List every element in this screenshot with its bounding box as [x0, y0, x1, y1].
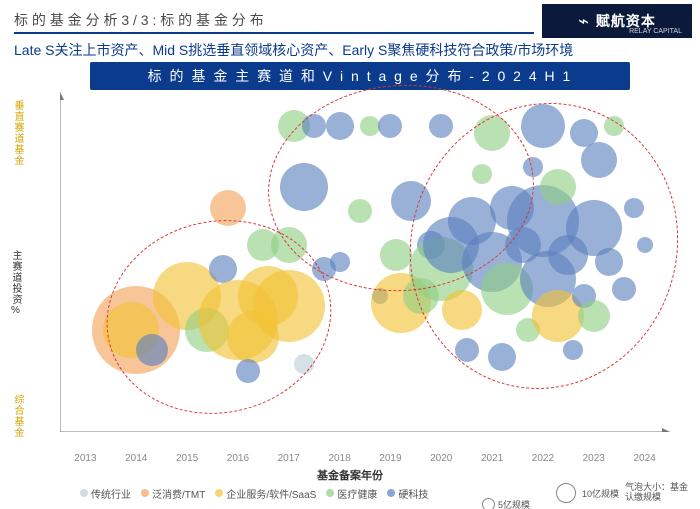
legend-label: 硬科技 — [398, 486, 428, 501]
x-tick: 2023 — [583, 453, 605, 464]
legend-label: 传统行业 — [91, 486, 131, 501]
legend-item: 硬科技 — [387, 486, 428, 501]
subtitle: Late S关注上市资产、Mid S挑选垂直领域核心资产、Early S聚焦硬科… — [14, 40, 573, 60]
size-note2: 认缴规模 — [625, 493, 688, 503]
chart-title: 标 的 基 金 主 赛 道 和 V i n t a g e 分 布 - 2 0 … — [90, 62, 630, 90]
bubble-chart — [60, 92, 670, 432]
y-axis-top-label: 垂直赛道基金 — [10, 100, 25, 166]
legend-item: 泛消费/TMT — [141, 486, 205, 501]
slide: ⌁ 赋航资本 RELAY CAPITAL 标 的 基 金 分 析 3 / 3 :… — [0, 0, 700, 509]
x-tick: 2017 — [278, 453, 300, 464]
x-tick: 2018 — [328, 453, 350, 464]
legend-swatch — [326, 489, 334, 497]
x-tick: 2016 — [227, 453, 249, 464]
legend-swatch — [141, 489, 149, 497]
x-tick: 2022 — [532, 453, 554, 464]
legend-swatch — [387, 489, 395, 497]
legend-item: 传统行业 — [80, 486, 131, 501]
x-tick: 2024 — [633, 453, 655, 464]
x-axis-label: 基金备案年份 — [0, 467, 700, 483]
brand-logo: ⌁ 赋航资本 RELAY CAPITAL — [542, 4, 692, 38]
legend-item: 医疗健康 — [326, 486, 377, 501]
legend-label: 企业服务/软件/SaaS — [226, 486, 316, 501]
legend-swatch — [80, 489, 88, 497]
brand-en: RELAY CAPITAL — [629, 28, 682, 35]
x-tick: 2020 — [430, 453, 452, 464]
x-tick: 2014 — [125, 453, 147, 464]
size-small-label: 5亿规模 — [498, 498, 530, 509]
x-tick: 2013 — [74, 453, 96, 464]
legend-item: 企业服务/软件/SaaS — [215, 486, 316, 501]
breadcrumb: 标 的 基 金 分 析 3 / 3 : 标 的 基 金 分 布 — [14, 10, 534, 34]
x-tick: 2021 — [481, 453, 503, 464]
x-ticks: 2013 2014 2015 2016 2017 2018 2019 2020 2021 2022… — [60, 453, 670, 467]
y-axis-bottom-label: 综合基金 — [10, 394, 25, 438]
y-axis-mid-label: 主赛道投资% — [8, 250, 23, 317]
legend-label: 医疗健康 — [337, 486, 377, 501]
legend-label: 泛消费/TMT — [152, 486, 205, 501]
x-tick: 2019 — [379, 453, 401, 464]
x-tick: 2015 — [176, 453, 198, 464]
size-legend: 10亿规模 气泡大小：基金 认缴规模 5亿规模 — [556, 483, 688, 503]
legend-swatch — [215, 489, 223, 497]
size-big-label: 10亿规模 — [582, 487, 619, 500]
